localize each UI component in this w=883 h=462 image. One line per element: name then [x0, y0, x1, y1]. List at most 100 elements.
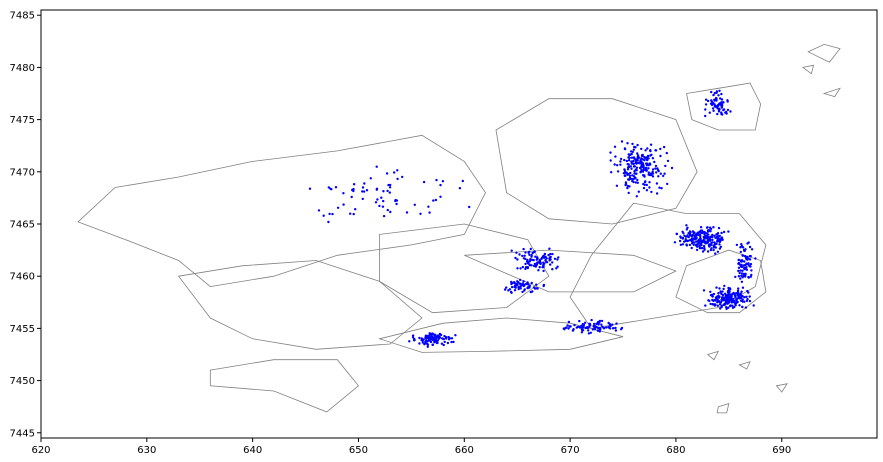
data-point [533, 287, 537, 290]
data-point [675, 232, 678, 235]
data-point [709, 235, 713, 238]
data-point [598, 327, 602, 330]
data-point [731, 306, 735, 309]
data-point [715, 286, 718, 289]
region-polygon [379, 223, 550, 314]
data-point [725, 296, 728, 300]
data-point [686, 226, 689, 229]
data-point [352, 212, 355, 216]
data-point [643, 180, 647, 184]
data-point [653, 160, 656, 164]
data-point [643, 168, 646, 171]
data-point [634, 161, 637, 165]
data-point [701, 246, 704, 250]
data-point [426, 345, 429, 348]
data-point [555, 267, 558, 270]
data-point [702, 239, 706, 242]
data-point [717, 226, 721, 230]
data-point [530, 254, 533, 257]
data-point [694, 233, 697, 237]
data-point [535, 283, 538, 286]
data-point [724, 111, 727, 114]
data-point [431, 343, 434, 347]
data-point [630, 160, 633, 163]
data-point [747, 291, 750, 294]
data-point [744, 306, 748, 309]
data-point [468, 205, 471, 209]
data-point [745, 299, 749, 303]
data-point [712, 248, 715, 252]
data-point [427, 335, 430, 338]
data-point [690, 242, 694, 245]
data-point [721, 238, 724, 241]
data-point [646, 147, 649, 150]
data-point [651, 175, 655, 178]
data-point [721, 104, 724, 107]
data-point [625, 159, 629, 163]
data-point [629, 153, 632, 156]
data-point [623, 158, 626, 162]
data-point [423, 343, 426, 346]
data-point [712, 93, 715, 97]
data-point [741, 305, 744, 309]
data-point [643, 183, 646, 186]
data-point [632, 165, 636, 168]
data-point [729, 297, 733, 300]
data-point [635, 169, 638, 172]
data-point [745, 263, 748, 266]
data-point [725, 306, 728, 309]
data-point [636, 178, 639, 182]
data-point [654, 149, 658, 152]
data-point [726, 294, 729, 297]
x-tick-label: 680 [666, 445, 685, 456]
data-point [708, 226, 712, 229]
y-tick-label: 7480 [10, 63, 35, 74]
data-point [650, 190, 653, 194]
data-point [736, 291, 740, 294]
data-point [716, 104, 720, 108]
data-point [533, 262, 537, 266]
data-point [737, 287, 740, 290]
x-tick-label: 650 [349, 445, 368, 456]
data-point [648, 181, 651, 184]
data-point [434, 198, 438, 202]
data-point [382, 190, 385, 193]
data-point [748, 245, 752, 249]
data-point [433, 334, 436, 337]
data-point [708, 245, 711, 248]
data-point [542, 284, 545, 288]
data-point [517, 286, 520, 289]
data-point [632, 175, 636, 178]
data-point [716, 250, 720, 253]
data-point [662, 174, 665, 178]
data-point [745, 295, 748, 298]
data-point [717, 235, 720, 238]
data-point [619, 157, 623, 161]
region-polygon [807, 43, 841, 63]
data-point [718, 247, 722, 250]
data-point [430, 335, 434, 338]
data-point [549, 263, 552, 266]
data-point [659, 147, 662, 151]
data-point [743, 260, 746, 263]
data-point [590, 318, 593, 322]
data-point [737, 258, 741, 262]
data-point [528, 250, 531, 253]
data-point [521, 284, 525, 287]
data-point [704, 98, 708, 101]
data-point [704, 103, 708, 106]
data-point [749, 262, 753, 266]
data-point [747, 262, 750, 265]
data-point [524, 262, 527, 266]
data-point [713, 241, 716, 244]
data-point [556, 265, 559, 268]
y-tick-label: 7445 [10, 428, 35, 439]
data-point [726, 290, 730, 294]
data-point [551, 268, 554, 271]
data-point [396, 177, 399, 181]
data-point [411, 334, 415, 337]
data-point [731, 293, 734, 296]
data-point [686, 239, 689, 243]
data-point [699, 226, 703, 229]
data-point [681, 230, 684, 233]
